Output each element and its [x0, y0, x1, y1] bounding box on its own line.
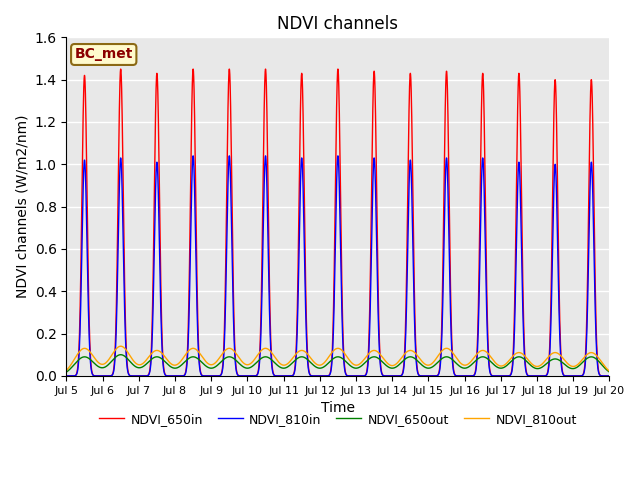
NDVI_650in — [306, 371, 314, 377]
NDVI_810in — [189, 159, 196, 165]
NDVI_650in — [191, 175, 199, 181]
NDVI_650out — [191, 354, 199, 360]
NDVI_650out — [189, 354, 196, 360]
Line: NDVI_650in: NDVI_650in — [67, 69, 609, 376]
NDVI_650out — [63, 369, 70, 375]
NDVI_810out — [605, 368, 613, 374]
Line: NDVI_810in: NDVI_810in — [67, 156, 609, 376]
NDVI_810in — [306, 372, 314, 377]
NDVI_810out — [602, 364, 609, 370]
NDVI_650out — [306, 359, 314, 364]
NDVI_810in — [268, 355, 275, 360]
Y-axis label: NDVI channels (W/m2/nm): NDVI channels (W/m2/nm) — [15, 115, 29, 299]
Line: NDVI_650out: NDVI_650out — [67, 355, 609, 372]
NDVI_650out — [117, 352, 125, 358]
NDVI_810out — [306, 354, 314, 360]
NDVI_810in — [195, 346, 202, 351]
NDVI_650out — [605, 369, 613, 375]
NDVI_650in — [63, 373, 70, 379]
NDVI_810out — [191, 346, 199, 352]
NDVI_810out — [117, 343, 125, 349]
X-axis label: Time: Time — [321, 401, 355, 415]
Title: NDVI channels: NDVI channels — [277, 15, 399, 33]
Legend: NDVI_650in, NDVI_810in, NDVI_650out, NDVI_810out: NDVI_650in, NDVI_810in, NDVI_650out, NDV… — [94, 408, 582, 431]
NDVI_650in — [195, 335, 202, 341]
NDVI_650in — [117, 66, 125, 72]
NDVI_810out — [63, 368, 70, 373]
NDVI_650in — [602, 373, 609, 379]
NDVI_810out — [189, 346, 196, 351]
NDVI_810out — [195, 348, 202, 354]
NDVI_810in — [63, 373, 70, 379]
NDVI_650out — [602, 366, 609, 372]
NDVI_650out — [268, 357, 275, 362]
NDVI_810in — [191, 231, 199, 237]
NDVI_810out — [268, 349, 275, 355]
NDVI_650in — [605, 373, 613, 379]
NDVI_650out — [195, 356, 202, 362]
Line: NDVI_810out: NDVI_810out — [67, 346, 609, 371]
NDVI_650in — [189, 72, 196, 78]
Text: BC_met: BC_met — [74, 48, 133, 61]
NDVI_810in — [605, 373, 613, 379]
NDVI_650in — [268, 348, 275, 353]
NDVI_810in — [602, 373, 609, 379]
NDVI_810in — [189, 153, 197, 159]
